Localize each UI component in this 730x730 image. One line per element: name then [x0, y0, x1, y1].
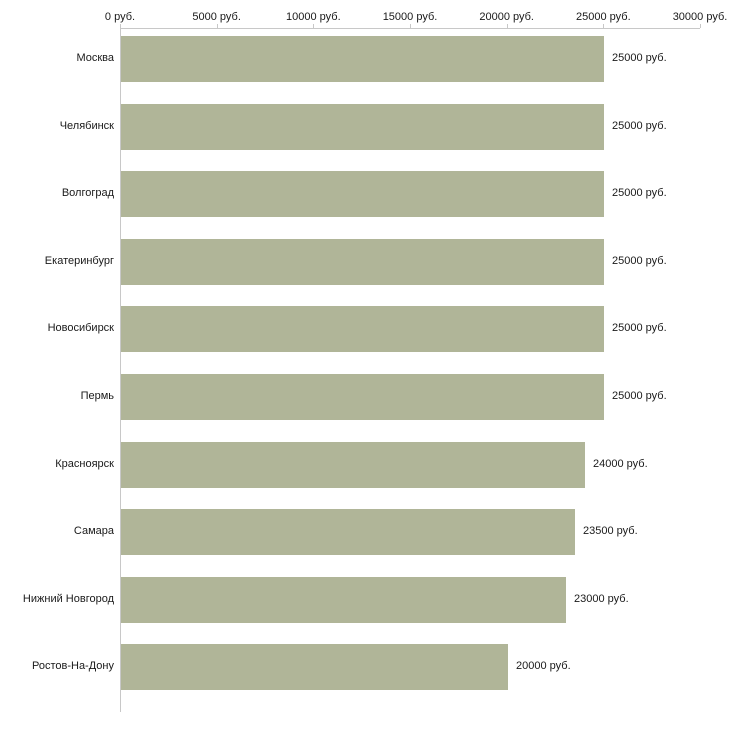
bar: [121, 441, 585, 488]
category-label: Челябинск: [59, 119, 114, 132]
value-label: 25000 руб.: [612, 390, 667, 402]
category-label: Екатеринбург: [44, 254, 114, 267]
x-tick-label: 30000 руб.: [672, 11, 728, 23]
x-tick-mark: [313, 24, 315, 28]
x-tick-mark: [410, 24, 411, 28]
value-label: 20000 руб.: [516, 660, 571, 673]
value-label: 23000 руб.: [574, 592, 629, 605]
category-label: Самара: [73, 525, 114, 538]
bar: [121, 644, 508, 691]
bar: [121, 509, 575, 556]
x-tick-mark: [506, 24, 508, 28]
bar: [121, 576, 566, 623]
x-tick-label: 10000 руб.: [286, 11, 341, 23]
bar: [121, 374, 604, 420]
value-label: 23500 руб.: [583, 525, 638, 538]
x-tick-mark: [216, 24, 218, 28]
x-tick-label: 15000 руб.: [382, 11, 438, 23]
category-label: Новосибирск: [47, 322, 114, 335]
value-label: 25000 руб.: [612, 187, 667, 200]
x-tick-label: 0 руб.: [104, 11, 136, 23]
x-tick-mark: [120, 24, 121, 28]
category-label: Москва: [76, 52, 114, 64]
category-label: Красноярск: [55, 457, 114, 470]
category-label: Ростов-На-Дону: [31, 660, 114, 673]
bar: [121, 171, 604, 218]
x-tick-label: 5000 руб.: [192, 11, 241, 23]
x-tick-mark: [603, 24, 605, 28]
x-tick-label: 25000 руб.: [576, 11, 631, 23]
bar: [121, 36, 604, 82]
category-label: Нижний Новгород: [22, 592, 114, 605]
x-axis-line: [120, 28, 700, 29]
category-label: Пермь: [80, 390, 114, 402]
category-label: Волгоград: [61, 187, 114, 200]
value-label: 25000 руб.: [612, 52, 667, 64]
value-label: 25000 руб.: [612, 322, 667, 335]
bar: [121, 306, 604, 353]
value-label: 25000 руб.: [612, 119, 667, 132]
value-label: 24000 руб.: [593, 457, 648, 470]
x-tick-mark: [700, 24, 701, 28]
bar: [121, 103, 604, 150]
value-label: 25000 руб.: [612, 254, 667, 267]
x-tick-label: 20000 руб.: [479, 11, 534, 23]
y-axis-line: [120, 28, 121, 713]
bar: [121, 238, 604, 285]
